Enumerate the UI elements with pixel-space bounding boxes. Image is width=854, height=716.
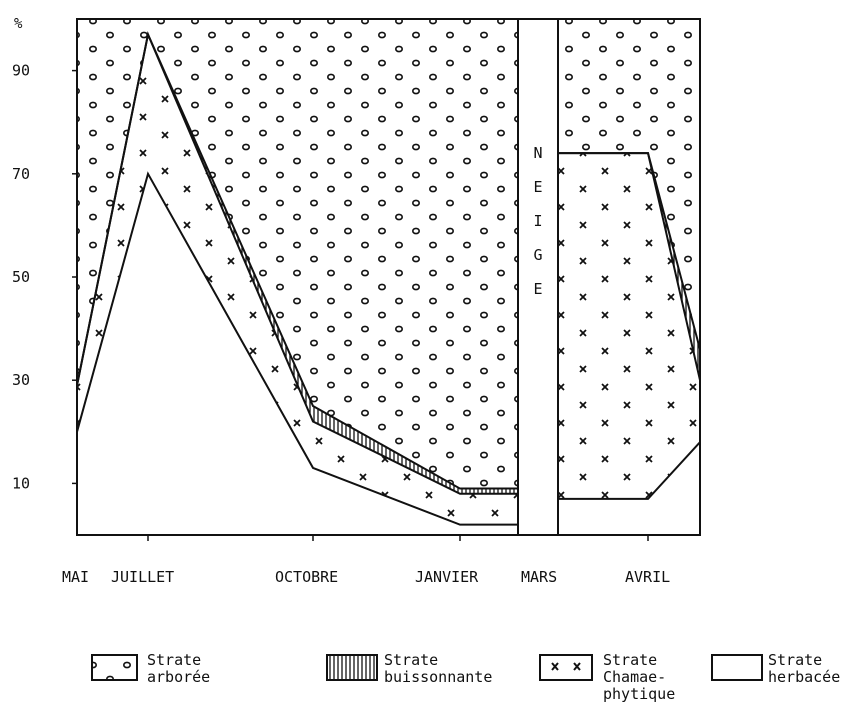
snow-band — [517, 18, 559, 536]
legend-swatches — [91, 654, 763, 681]
x-tick-labels: MAI JUILLET OCTOBRE JANVIER MARS AVRIL — [62, 535, 670, 586]
y-ticks: 90 70 50 30 10 — [12, 62, 77, 492]
legend-line: Strate — [768, 651, 823, 669]
line-herbacee-seg0 — [77, 171, 518, 526]
legend-line: buissonnante — [384, 668, 493, 686]
legend-label-chamaephytique: Strate Chamae- phytique — [603, 652, 675, 703]
line-buissonnante-seg1 — [558, 152, 700, 350]
x-tick-label: MAI — [62, 568, 89, 586]
x-tick-label: JUILLET — [111, 568, 174, 586]
snow-letter: G — [533, 246, 542, 264]
snow-letter: E — [533, 178, 542, 196]
area-arboree-seg1 — [558, 19, 700, 350]
legend-line: arborée — [147, 668, 211, 686]
x-tick-label: MARS — [521, 568, 557, 586]
x-tick-label: AVRIL — [625, 568, 670, 586]
legend-swatch-chamaephytique — [539, 654, 593, 681]
line-buissonnante-seg0 — [77, 31, 518, 490]
x-tick-label: OCTOBRE — [275, 568, 338, 586]
y-tick-label: 70 — [12, 165, 30, 183]
legend-line: Strate — [147, 651, 202, 669]
y-tick-label: 90 — [12, 62, 30, 80]
area-herbacee-seg0 — [77, 173, 518, 535]
area-chamaephytique-seg0 — [77, 34, 518, 525]
legend-line: phytique — [603, 685, 676, 703]
area-chamaephytique-seg1 — [558, 153, 700, 499]
legend-swatch-chamaephytique-crosses — [551, 662, 581, 671]
legend-swatch-arboree — [91, 654, 138, 681]
legend-label-arboree: Strate arborée — [147, 652, 210, 686]
legend-line: Strate — [603, 651, 658, 669]
y-axis-label: % — [14, 16, 23, 32]
snow-letter: E — [533, 280, 542, 298]
legend-swatch-buissonnante — [326, 654, 378, 681]
area-herbacee-seg1 — [558, 442, 700, 535]
legend-line: Strate — [384, 651, 439, 669]
stacked-areas — [77, 19, 700, 535]
y-tick-label: 10 — [12, 474, 30, 492]
snow-letter: I — [533, 212, 542, 230]
boundary-lines — [77, 31, 700, 526]
x-tick-label: JANVIER — [415, 568, 479, 586]
line-herbacee-seg1 — [558, 441, 700, 500]
y-tick-label: 30 — [12, 371, 30, 389]
snow-letter: N — [533, 144, 542, 162]
area-arboree-seg0 — [77, 19, 518, 489]
legend-line: herbacée — [768, 668, 841, 686]
y-tick-label: 50 — [12, 268, 30, 286]
legend-label-buissonnante: Strate buissonnante — [384, 652, 492, 686]
legend-label-herbacee: Strate herbacée — [768, 652, 840, 686]
legend-line: Chamae- — [603, 668, 667, 686]
legend-swatch-herbacee — [711, 654, 763, 681]
